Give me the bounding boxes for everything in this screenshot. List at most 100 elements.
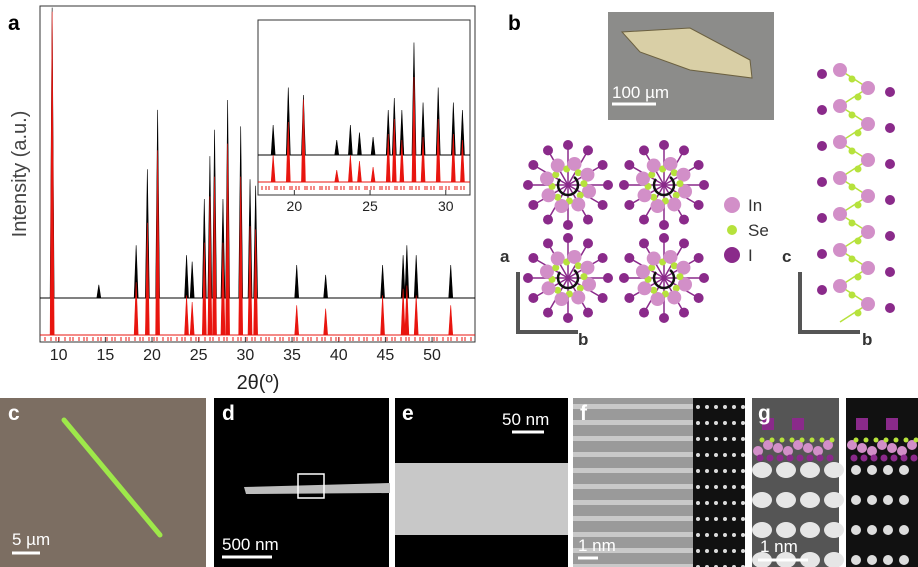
atom-i bbox=[817, 105, 827, 115]
sim-dot bbox=[741, 469, 745, 473]
sim-dot bbox=[696, 549, 700, 553]
peak bbox=[381, 295, 385, 335]
atom-in bbox=[833, 243, 847, 257]
atom-in bbox=[667, 290, 681, 304]
atom-in bbox=[551, 252, 565, 266]
atom-in bbox=[773, 443, 783, 453]
sim-dot bbox=[696, 405, 700, 409]
atom-in bbox=[833, 99, 847, 113]
legend: InSeI bbox=[724, 196, 769, 265]
atom-i bbox=[817, 69, 827, 79]
atom-i bbox=[679, 215, 689, 225]
blob bbox=[800, 522, 820, 538]
axis-label: b bbox=[862, 330, 872, 349]
sim-dot bbox=[714, 453, 718, 457]
sim-blob bbox=[867, 525, 877, 535]
sim-dot bbox=[732, 405, 736, 409]
atom-i bbox=[694, 293, 704, 303]
sim-dot bbox=[741, 405, 745, 409]
sim-dot bbox=[723, 517, 727, 521]
atom-se bbox=[820, 438, 825, 443]
atom-in bbox=[861, 153, 875, 167]
stripe bbox=[573, 404, 693, 409]
blob bbox=[752, 522, 772, 538]
x-tick-label: 25 bbox=[190, 347, 208, 364]
atom-in bbox=[638, 281, 652, 295]
peak bbox=[295, 265, 299, 298]
atom-i bbox=[543, 308, 553, 318]
atom-i bbox=[543, 238, 553, 248]
legend-marker bbox=[724, 247, 740, 263]
atom-in bbox=[580, 261, 594, 275]
sim-dot bbox=[696, 469, 700, 473]
atom-i bbox=[523, 273, 533, 283]
atom-in bbox=[638, 188, 652, 202]
sim-blob bbox=[851, 465, 861, 475]
sim-dot bbox=[705, 405, 709, 409]
x-tick-label: 15 bbox=[96, 347, 114, 364]
atom-i bbox=[563, 140, 573, 150]
sim-blob bbox=[867, 465, 877, 475]
atom-se bbox=[849, 292, 856, 299]
atom-i bbox=[598, 293, 608, 303]
atom-se bbox=[894, 438, 899, 443]
atom-in bbox=[650, 292, 664, 306]
atom-se bbox=[864, 438, 869, 443]
sim-dot bbox=[723, 405, 727, 409]
atom-i bbox=[767, 455, 774, 462]
sim-dot bbox=[723, 485, 727, 489]
panel-label: d bbox=[222, 402, 235, 425]
atom-se bbox=[849, 148, 856, 155]
legend-label: In bbox=[748, 196, 762, 215]
atom-in bbox=[551, 159, 565, 173]
legend-label: Se bbox=[748, 221, 769, 240]
atom-in bbox=[647, 252, 661, 266]
atom-i bbox=[598, 160, 608, 170]
atom-in bbox=[833, 171, 847, 185]
sim-dot bbox=[741, 437, 745, 441]
atom-in bbox=[636, 264, 650, 278]
atom-i bbox=[583, 308, 593, 318]
peak bbox=[324, 275, 328, 298]
atom-se bbox=[780, 438, 785, 443]
atom-i bbox=[885, 159, 895, 169]
scale-label: 1 nm bbox=[760, 537, 798, 556]
atom-i bbox=[624, 200, 634, 210]
peak bbox=[381, 265, 385, 298]
sim-dot bbox=[741, 421, 745, 425]
atom-se bbox=[790, 438, 795, 443]
atom-i bbox=[603, 180, 613, 190]
panel-label: a bbox=[8, 12, 20, 35]
atom-se bbox=[770, 438, 775, 443]
stripe bbox=[573, 468, 693, 473]
panel-label: c bbox=[8, 402, 20, 425]
atom-in bbox=[803, 443, 813, 453]
atom-se bbox=[849, 184, 856, 191]
sim-blob bbox=[883, 525, 893, 535]
atom-i bbox=[817, 249, 827, 259]
atom-in bbox=[861, 225, 875, 239]
sim-dot bbox=[714, 501, 718, 505]
atom-i bbox=[583, 145, 593, 155]
atom-se bbox=[855, 166, 862, 173]
sim-dot bbox=[705, 517, 709, 521]
peak bbox=[97, 285, 101, 298]
blob bbox=[824, 462, 844, 478]
sim-dot bbox=[705, 485, 709, 489]
atom-i bbox=[639, 308, 649, 318]
atom-i bbox=[885, 123, 895, 133]
atom-i bbox=[659, 140, 669, 150]
sim-dot bbox=[723, 437, 727, 441]
sim-dot bbox=[714, 485, 718, 489]
atom-i bbox=[777, 455, 784, 462]
atom-in bbox=[861, 189, 875, 203]
atom-i bbox=[694, 253, 704, 263]
blob bbox=[824, 522, 844, 538]
atom-i bbox=[624, 160, 634, 170]
sim-dot bbox=[714, 469, 718, 473]
atom-i bbox=[583, 215, 593, 225]
peak bbox=[449, 265, 453, 298]
atom-in bbox=[568, 250, 582, 264]
x-tick-label: 45 bbox=[376, 347, 394, 364]
x-tick-label: 25 bbox=[362, 198, 378, 214]
